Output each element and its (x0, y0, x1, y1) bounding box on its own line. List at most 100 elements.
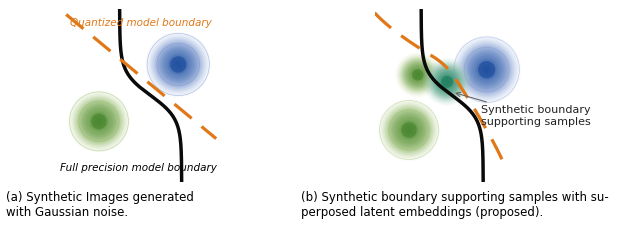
Ellipse shape (429, 64, 465, 99)
Ellipse shape (397, 55, 438, 95)
Ellipse shape (445, 79, 449, 84)
Ellipse shape (161, 47, 196, 82)
Ellipse shape (399, 56, 436, 94)
Ellipse shape (85, 108, 113, 135)
Ellipse shape (158, 44, 198, 85)
Ellipse shape (166, 53, 190, 76)
Ellipse shape (76, 98, 122, 144)
Ellipse shape (460, 43, 513, 96)
Ellipse shape (169, 55, 188, 74)
Ellipse shape (410, 66, 426, 83)
Ellipse shape (157, 43, 200, 86)
Ellipse shape (387, 108, 431, 152)
Ellipse shape (442, 76, 452, 87)
Ellipse shape (71, 93, 127, 149)
Ellipse shape (483, 65, 491, 74)
Ellipse shape (160, 46, 196, 83)
Ellipse shape (171, 57, 186, 72)
Ellipse shape (154, 40, 203, 89)
Ellipse shape (386, 107, 432, 153)
Ellipse shape (69, 92, 129, 151)
Ellipse shape (382, 103, 436, 157)
Ellipse shape (403, 124, 415, 136)
Ellipse shape (403, 123, 416, 137)
Ellipse shape (476, 59, 498, 81)
Ellipse shape (424, 58, 470, 105)
Ellipse shape (177, 63, 180, 66)
Ellipse shape (172, 58, 184, 70)
Ellipse shape (414, 72, 421, 78)
Ellipse shape (164, 51, 192, 78)
Ellipse shape (396, 53, 440, 97)
Ellipse shape (77, 100, 121, 143)
Ellipse shape (410, 67, 426, 83)
Ellipse shape (405, 126, 413, 134)
Text: (b) Synthetic boundary supporting samples with su-
perposed latent embeddings (p: (b) Synthetic boundary supporting sample… (301, 191, 609, 219)
Ellipse shape (467, 50, 506, 89)
Ellipse shape (88, 111, 109, 132)
Ellipse shape (408, 129, 410, 131)
Ellipse shape (413, 70, 422, 79)
Ellipse shape (388, 109, 430, 151)
Ellipse shape (417, 74, 419, 76)
Ellipse shape (70, 92, 128, 151)
Ellipse shape (72, 94, 126, 149)
Ellipse shape (426, 60, 468, 103)
Ellipse shape (95, 118, 102, 125)
Ellipse shape (400, 121, 419, 139)
Ellipse shape (403, 60, 432, 89)
Ellipse shape (433, 68, 461, 96)
Ellipse shape (398, 55, 437, 94)
Ellipse shape (87, 110, 111, 133)
Ellipse shape (413, 70, 423, 80)
Text: Quantized model boundary: Quantized model boundary (70, 18, 211, 28)
Ellipse shape (90, 113, 108, 130)
Ellipse shape (399, 120, 419, 140)
Ellipse shape (443, 78, 451, 86)
Ellipse shape (464, 47, 509, 93)
Ellipse shape (166, 52, 191, 77)
Ellipse shape (406, 64, 429, 86)
Ellipse shape (446, 81, 448, 83)
Ellipse shape (402, 123, 417, 137)
Ellipse shape (423, 58, 471, 106)
Ellipse shape (392, 113, 426, 147)
Ellipse shape (152, 38, 205, 91)
Ellipse shape (168, 55, 188, 74)
Ellipse shape (383, 104, 435, 156)
Ellipse shape (432, 67, 462, 97)
Ellipse shape (149, 36, 207, 93)
Ellipse shape (411, 68, 424, 82)
Ellipse shape (396, 52, 440, 97)
Ellipse shape (74, 96, 124, 146)
Ellipse shape (398, 119, 420, 141)
Ellipse shape (170, 57, 186, 72)
Ellipse shape (484, 67, 490, 72)
Ellipse shape (88, 110, 110, 133)
Ellipse shape (475, 58, 499, 81)
Ellipse shape (380, 101, 438, 159)
Ellipse shape (441, 76, 453, 88)
Ellipse shape (148, 35, 208, 94)
Ellipse shape (425, 59, 469, 104)
Ellipse shape (93, 115, 105, 128)
Ellipse shape (99, 121, 100, 122)
Ellipse shape (89, 111, 109, 131)
Ellipse shape (477, 61, 495, 79)
Ellipse shape (396, 117, 422, 143)
Ellipse shape (440, 75, 454, 88)
Ellipse shape (469, 52, 504, 87)
Ellipse shape (407, 128, 411, 132)
Ellipse shape (426, 61, 468, 103)
Ellipse shape (426, 61, 468, 102)
Ellipse shape (460, 44, 513, 96)
Ellipse shape (162, 48, 195, 81)
Ellipse shape (153, 39, 204, 90)
Ellipse shape (455, 38, 518, 101)
Ellipse shape (482, 65, 492, 75)
Ellipse shape (152, 38, 204, 91)
Ellipse shape (433, 67, 461, 96)
Ellipse shape (156, 42, 200, 87)
Ellipse shape (404, 126, 413, 134)
Ellipse shape (84, 106, 114, 136)
